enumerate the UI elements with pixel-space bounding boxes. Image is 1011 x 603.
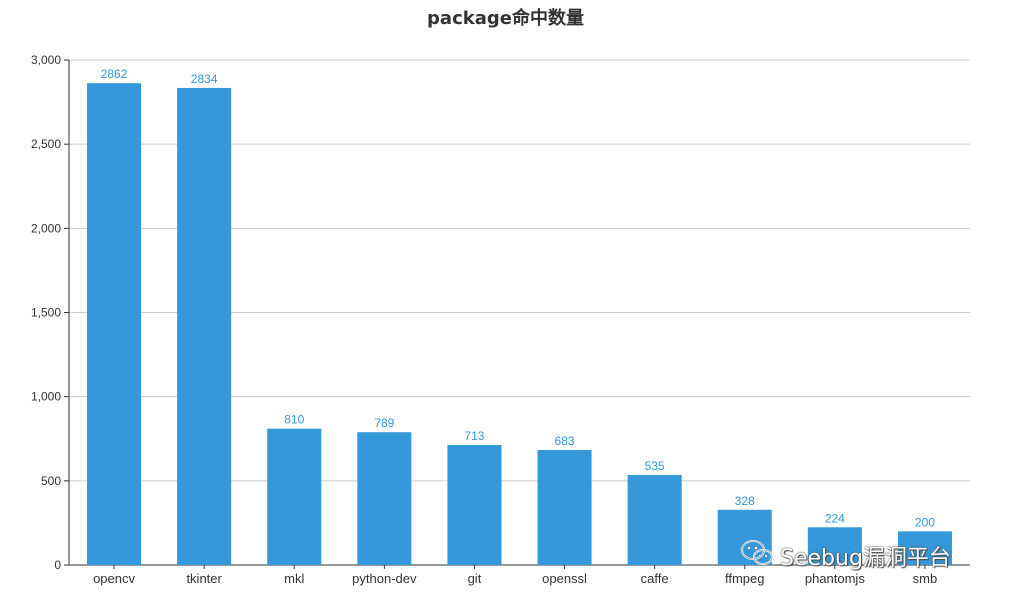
bar [447, 444, 502, 565]
value-labels: 2862 2834 810 789 713 683 535 328 224 200 [101, 67, 936, 529]
bar [267, 428, 322, 565]
watermark: Seebug漏洞平台 [740, 536, 951, 576]
chart-title: package命中数量 [427, 8, 584, 29]
y-tick-label: 2,500 [31, 137, 61, 151]
data-label: 2862 [101, 67, 128, 81]
y-tick-label: 2,000 [31, 221, 61, 235]
x-tick-label: openssl [542, 571, 587, 586]
x-tick-label: tkinter [186, 571, 222, 586]
y-tick-label: 1,500 [31, 306, 61, 320]
data-label: 200 [915, 515, 935, 529]
bars [87, 83, 952, 566]
bar [357, 432, 412, 565]
bar [87, 83, 142, 565]
data-label: 328 [735, 494, 755, 508]
x-tick-label: smb [913, 571, 938, 586]
category-labels: opencv tkinter mkl python-dev git openssl caff… [93, 571, 937, 586]
x-tick-label: python-dev [352, 571, 417, 586]
data-label: 789 [374, 416, 394, 430]
watermark-text: Seebug漏洞平台 [780, 546, 951, 571]
x-tick-label: ffmpeg [725, 571, 765, 586]
x-tick-label: caffe [641, 571, 669, 586]
y-tick-label: 0 [54, 558, 61, 572]
wechat-icon [740, 538, 774, 574]
x-tick-label: mkl [284, 571, 304, 586]
y-tick-label: 500 [41, 474, 61, 488]
bar [627, 474, 682, 565]
x-tick-label: git [468, 571, 482, 586]
bar [537, 450, 592, 565]
data-label: 713 [464, 429, 484, 443]
data-label: 2834 [191, 72, 218, 86]
bar [897, 531, 952, 565]
data-label: 810 [284, 413, 304, 427]
bar [177, 87, 232, 566]
y-tick-label: 3,000 [31, 53, 61, 67]
x-tick-label: phantomjs [805, 571, 865, 586]
y-tick-label: 1,000 [31, 390, 61, 404]
data-label: 535 [645, 459, 665, 473]
data-label: 224 [825, 511, 845, 525]
bar [807, 527, 862, 565]
x-tick-label: opencv [93, 571, 135, 586]
gridlines [69, 59, 970, 482]
data-label: 683 [555, 434, 575, 448]
